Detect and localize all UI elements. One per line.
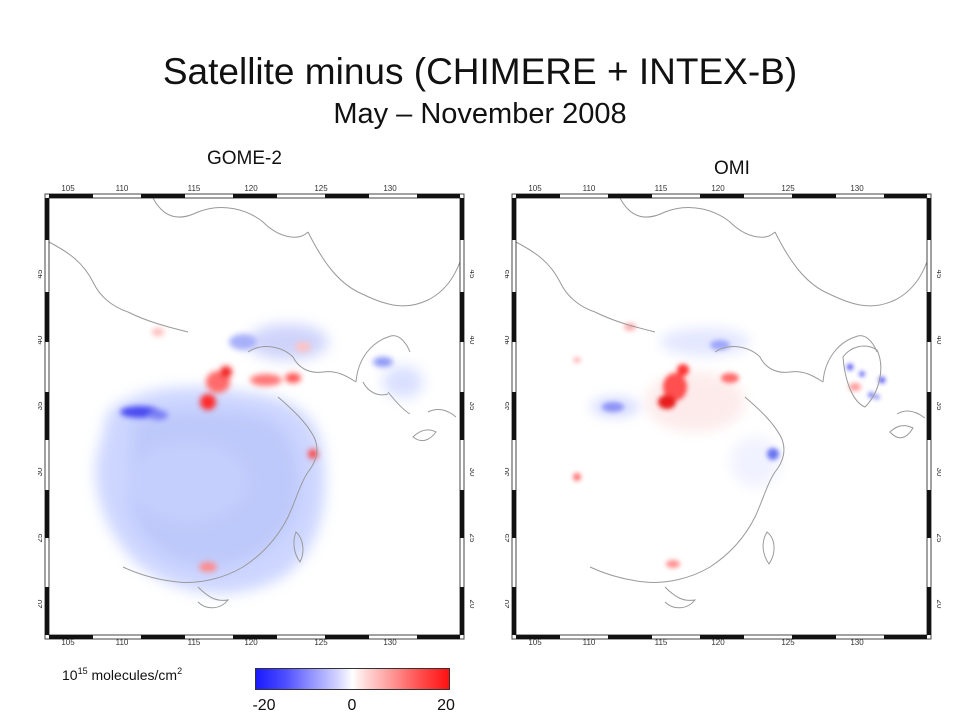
lat-tick: 35 xyxy=(505,401,511,410)
omi-map: 105 110 115 120 125 130 105 110 115 120 … xyxy=(505,184,941,647)
lat-tick: 30 xyxy=(38,467,44,476)
lon-tick: 120 xyxy=(244,184,258,193)
lon-tick: 115 xyxy=(655,184,668,193)
lon-tick: 125 xyxy=(314,184,328,193)
lat-tick: 25 xyxy=(38,533,44,542)
lat-tick: 20 xyxy=(935,600,941,609)
lon-tick: 125 xyxy=(314,638,328,647)
lon-tick: 115 xyxy=(188,184,201,193)
lon-tick: 105 xyxy=(61,638,75,647)
page-title: Satellite minus (CHIMERE + INTEX-B) xyxy=(162,51,798,92)
lat-tick: 30 xyxy=(935,468,941,477)
panel-label-omi: OMI xyxy=(714,158,750,179)
lon-tick: 130 xyxy=(850,638,864,647)
lon-tick: 115 xyxy=(655,638,668,647)
lat-tick: 25 xyxy=(505,533,511,542)
lat-tick: 20 xyxy=(468,600,474,609)
unit-square: 2 xyxy=(177,666,183,676)
page-subtitle: May – November 2008 xyxy=(333,98,627,130)
lon-tick: 125 xyxy=(781,638,795,647)
lon-tick: 110 xyxy=(116,638,129,647)
lat-tick: 40 xyxy=(468,336,474,345)
lat-tick: 30 xyxy=(505,467,511,476)
lat-tick: 35 xyxy=(935,402,941,411)
coastlines xyxy=(49,198,460,609)
lat-tick: 35 xyxy=(468,402,474,411)
lat-tick: 45 xyxy=(38,269,44,278)
unit-base: 10 xyxy=(62,667,78,683)
colorbar-unit-label: 1015 molecules/cm2 xyxy=(62,666,182,683)
gome2-map: 105 110 115 120 125 130 105 110 115 120 … xyxy=(38,184,474,647)
colorbar-tick-max: 20 xyxy=(437,697,455,714)
lon-tick: 120 xyxy=(244,638,258,647)
lon-tick: 115 xyxy=(188,638,201,647)
colorbar-tick-zero: 0 xyxy=(347,697,357,714)
lon-tick: 125 xyxy=(781,184,795,193)
lon-tick: 120 xyxy=(711,184,725,193)
lat-tick: 40 xyxy=(935,336,941,345)
lon-tick: 105 xyxy=(61,184,75,193)
difference-field xyxy=(573,323,885,568)
difference-field xyxy=(95,324,423,594)
lat-tick: 40 xyxy=(38,335,44,344)
lon-tick: 110 xyxy=(116,184,129,193)
lat-tick: 45 xyxy=(935,270,941,279)
lon-tick: 105 xyxy=(528,184,542,193)
lat-tick: 45 xyxy=(468,270,474,279)
lat-tick: 20 xyxy=(505,599,511,608)
colorbar-tick-min: -20 xyxy=(252,697,276,714)
lon-tick: 105 xyxy=(528,638,542,647)
lon-tick: 130 xyxy=(383,638,397,647)
lon-tick: 120 xyxy=(711,638,725,647)
lat-tick: 35 xyxy=(38,401,44,410)
lon-tick: 110 xyxy=(583,638,596,647)
lat-tick: 25 xyxy=(468,534,474,543)
coastlines xyxy=(516,198,927,609)
lon-tick: 130 xyxy=(383,184,397,193)
panel-label-gome2: GOME-2 xyxy=(207,148,282,169)
lat-tick: 25 xyxy=(935,534,941,543)
unit-text: molecules/cm xyxy=(87,667,178,683)
colorbar xyxy=(255,668,450,690)
lon-tick: 110 xyxy=(583,184,596,193)
lat-tick: 40 xyxy=(505,335,511,344)
lat-tick: 20 xyxy=(38,599,44,608)
map-frame xyxy=(44,193,465,640)
map-frame xyxy=(511,193,932,640)
unit-exponent: 15 xyxy=(77,666,88,676)
lat-tick: 30 xyxy=(468,468,474,477)
lat-tick: 45 xyxy=(505,269,511,278)
lon-tick: 130 xyxy=(850,184,864,193)
